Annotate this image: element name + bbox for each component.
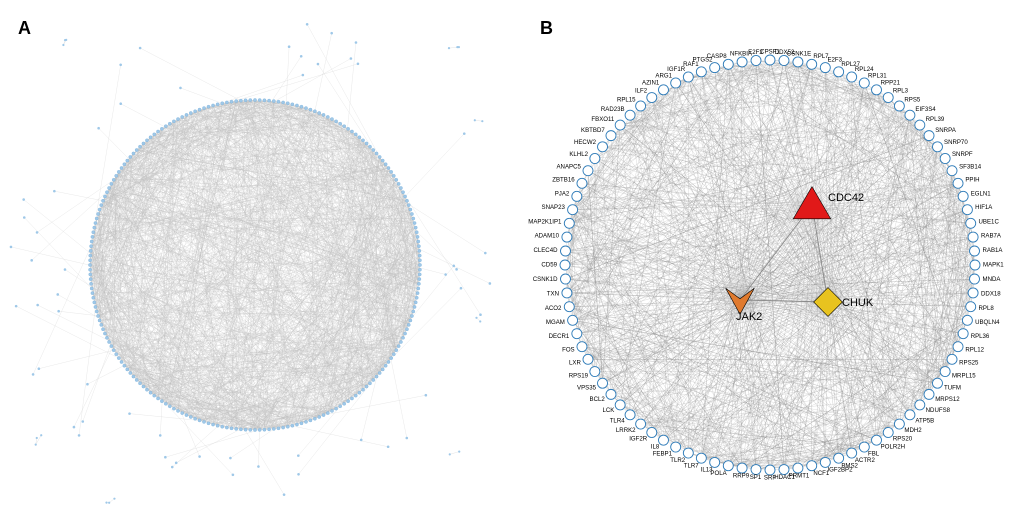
gene-label: IL13	[701, 467, 713, 474]
gene-label: RPS5	[904, 96, 921, 103]
gene-label: BCL2	[590, 396, 606, 403]
hub-label-cdc42: CDC42	[828, 192, 864, 204]
gene-label: UBQLN4	[975, 319, 1000, 326]
gene-label: CSNK1E	[787, 51, 811, 58]
gene-label: EGLN1	[971, 190, 992, 197]
gene-label: FEBP1	[653, 451, 673, 458]
gene-label: RPL3	[893, 88, 909, 95]
gene-label: SP1	[750, 474, 762, 481]
gene-label: SNAP23	[542, 204, 566, 211]
gene-label: LXR	[569, 360, 581, 367]
gene-label: E2F2	[748, 49, 763, 56]
gene-label: FOS	[562, 346, 575, 353]
gene-label: CSNK1D	[533, 276, 558, 283]
gene-label: CD59	[541, 262, 557, 269]
gene-label: ATP5B	[915, 417, 934, 424]
gene-label: RPP21	[881, 80, 901, 87]
gene-label: VPS35	[577, 384, 597, 391]
gene-label: RPS25	[959, 360, 979, 367]
gene-label: RPL39	[926, 116, 945, 123]
gene-label: MNDA	[983, 276, 1002, 283]
gene-label: PPIH	[965, 177, 979, 184]
gene-label: TUFM	[944, 384, 961, 391]
gene-label: MRPL15	[952, 372, 976, 379]
gene-label: DECR1	[549, 333, 570, 340]
gene-label: MDH2	[904, 427, 922, 434]
gene-label: MAP2K1IP1	[528, 218, 562, 225]
gene-label: RAB1A	[983, 247, 1004, 254]
panel-b-svg: CPSF1DDX52CSNK1ERPL7E2F3RPL27RPL24RPL31R…	[0, 0, 1020, 516]
gene-label: RPS20	[893, 436, 913, 443]
gene-label: DDX18	[981, 291, 1001, 298]
gene-label: ADAM10	[535, 233, 560, 240]
gene-label: MAPK1	[983, 262, 1004, 269]
gene-label: RPL36	[971, 333, 990, 340]
gene-label: HECW2	[574, 139, 597, 146]
gene-label: FBXO11	[591, 116, 615, 123]
gene-label: TXN	[547, 291, 559, 298]
figure-stage: CPSF1DDX52CSNK1ERPL7E2F3RPL27RPL24RPL31R…	[0, 0, 1020, 516]
gene-label: ANAPC5	[556, 164, 581, 171]
gene-label: CLEC4D	[533, 247, 558, 254]
gene-label: RPL12	[965, 346, 984, 353]
hub-label-jak2: JAK2	[736, 311, 762, 323]
gene-label: AZIN1	[642, 80, 660, 87]
gene-label: EIF3S4	[915, 106, 936, 113]
gene-label: RPL31	[868, 72, 887, 79]
gene-label: CASP8	[707, 53, 728, 60]
gene-label: RPL15	[617, 96, 636, 103]
gene-label: TLR4	[610, 417, 626, 424]
gene-label: UBE1C	[979, 218, 1000, 225]
gene-label: MGAM	[546, 319, 565, 326]
gene-label: RRP9	[733, 473, 750, 480]
gene-label: POLR2H	[881, 444, 905, 451]
gene-label: SNRPA	[935, 127, 956, 134]
gene-label: HDAC1	[774, 474, 795, 481]
gene-label: KLHL2	[569, 151, 588, 158]
gene-label: ACO2	[545, 305, 562, 312]
gene-label: ZBTB16	[552, 177, 575, 184]
hub-label-chuk: CHUK	[842, 297, 874, 309]
gene-label: SF3B14	[959, 164, 982, 171]
gene-label: KBTBD7	[581, 127, 605, 134]
gene-label: NDUFS8	[926, 407, 951, 414]
panel-label-b: B	[540, 18, 553, 39]
panel-label-a: A	[18, 18, 31, 39]
gene-label: PJA2	[555, 190, 570, 197]
gene-label: LRRK2	[616, 427, 636, 434]
gene-label: POLA	[710, 470, 727, 477]
gene-label: IGF2R	[629, 436, 648, 443]
gene-label: IGF2BP2	[827, 467, 853, 474]
gene-label: HIF1A	[975, 204, 993, 211]
gene-label: ILF2	[635, 88, 648, 95]
gene-label: MRPS12	[935, 396, 960, 403]
gene-label: TLR2	[670, 457, 686, 464]
gene-label: RAB7A	[981, 233, 1002, 240]
gene-label: RPL8	[979, 305, 995, 312]
gene-label: RPS19	[569, 372, 589, 379]
gene-label: SNRP70	[944, 139, 968, 146]
gene-label: RAD23B	[601, 106, 625, 113]
gene-label: SRF	[764, 475, 776, 482]
gene-label: TLR7	[684, 462, 700, 469]
gene-label: IL8	[651, 444, 660, 451]
gene-label: LCK	[602, 407, 614, 414]
gene-label: SNRPF	[952, 151, 973, 158]
gene-label: NCF1	[813, 470, 830, 477]
gene-label: ARG1	[655, 72, 672, 79]
